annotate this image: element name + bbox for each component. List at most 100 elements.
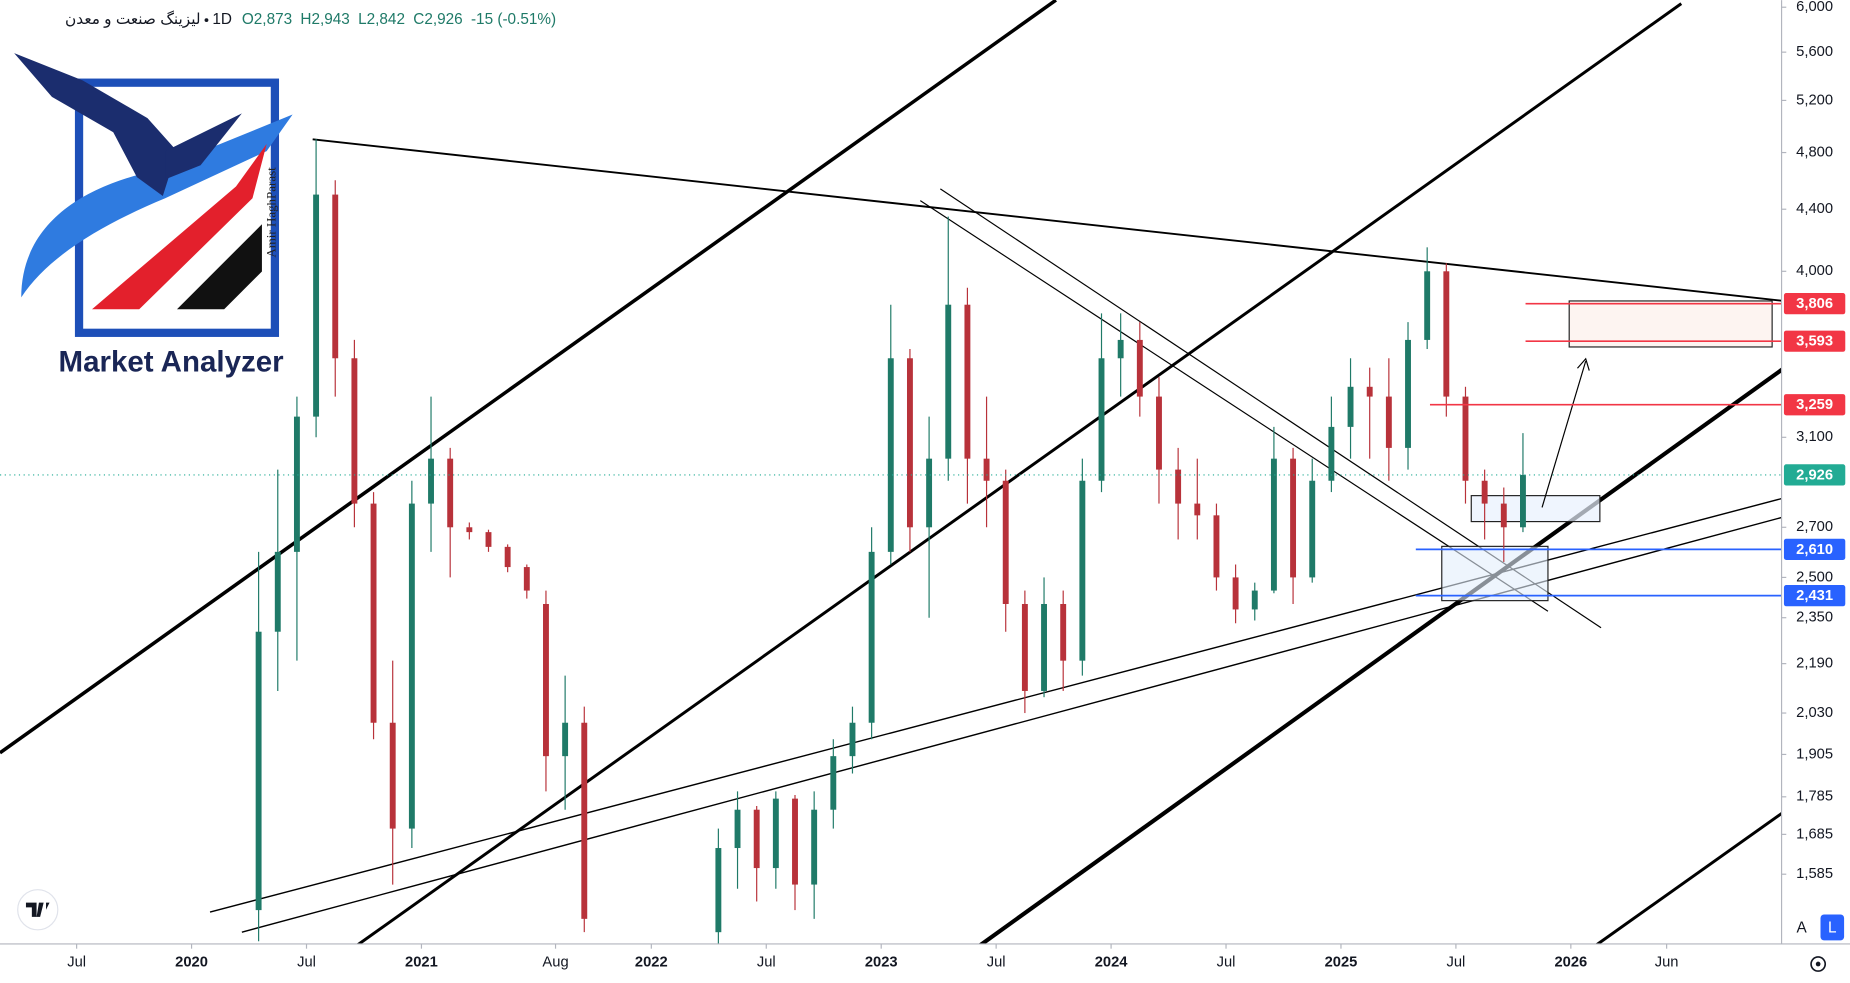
- legend-value: O2,873: [242, 11, 292, 28]
- candle-body: [274, 551, 281, 632]
- trend-line: [0, 0, 1057, 755]
- candle-body: [389, 722, 396, 829]
- candle-body: [1309, 480, 1316, 578]
- scale-button-label[interactable]: L: [1828, 920, 1837, 937]
- candle-body: [983, 458, 990, 481]
- y-tick-label: 4,800: [1796, 144, 1833, 160]
- price-label: 3,593: [1796, 334, 1833, 350]
- price-label: 2,610: [1796, 542, 1833, 558]
- x-tick-label: Jul: [297, 955, 316, 971]
- settings-button[interactable]: [1810, 956, 1827, 972]
- candle-body: [964, 304, 971, 459]
- candle-body: [792, 798, 798, 885]
- legend-value: C2,926: [413, 11, 462, 28]
- candle-body: [255, 631, 262, 911]
- candle-body: [1002, 480, 1009, 604]
- scale-button[interactable]: [1789, 914, 1814, 941]
- legend-value: L2,842: [358, 11, 405, 28]
- candle-body: [1366, 386, 1373, 397]
- candle-body: [1481, 480, 1488, 504]
- scale-button-label[interactable]: A: [1797, 920, 1808, 937]
- x-axis: Jul 2020 Jul 2021 Aug 2022 Jul 2023 Jul 2024 Jul 20…: [67, 943, 1679, 971]
- candle-body: [581, 722, 588, 919]
- x-tick-label: Jul: [987, 955, 1006, 971]
- candle-body: [868, 551, 875, 723]
- candle-body: [945, 304, 952, 459]
- candle-body: [1251, 590, 1258, 610]
- scale-button[interactable]: [1820, 914, 1845, 941]
- candle-body: [906, 358, 913, 528]
- x-tick-label: Jul: [757, 955, 776, 971]
- drawings: [0, 0, 1786, 950]
- logo-swoosh: [21, 114, 293, 298]
- y-tick-label: 1,685: [1796, 826, 1833, 842]
- candle-body: [428, 458, 434, 504]
- candle-body: [485, 532, 492, 547]
- y-tick-label: 1,585: [1796, 866, 1833, 882]
- candle-body: [313, 194, 320, 417]
- logo-button[interactable]: [17, 889, 59, 931]
- candle-body: [504, 546, 511, 568]
- logo-author: Amir HaghParast: [264, 167, 279, 258]
- x-tick-label: Jul: [67, 955, 86, 971]
- x-tick-label: 2021: [405, 955, 438, 971]
- x-tick-label: Jun: [1655, 955, 1679, 971]
- candle-body: [1232, 577, 1239, 610]
- price-label-box: [1783, 585, 1846, 607]
- price-labels: 3,806 3,593 3,259 2,926 2,610 2,431: [1783, 293, 1846, 607]
- x-tick-label: Jul: [1446, 955, 1465, 971]
- y-tick-label: 1,785: [1796, 789, 1833, 805]
- trend-line: [312, 138, 1785, 302]
- target-box: [1568, 300, 1773, 348]
- candle-body: [351, 358, 358, 504]
- candle-body: [1136, 339, 1143, 397]
- candle-body: [715, 848, 722, 933]
- y-tick-label: 6,000: [1796, 0, 1833, 15]
- trend-line: [975, 366, 1786, 950]
- candle-body: [408, 503, 415, 829]
- candle-body: [1194, 503, 1201, 516]
- x-tick-label: 2023: [865, 955, 898, 971]
- time-axis: [0, 943, 1850, 983]
- candle-body: [1021, 603, 1028, 691]
- candle-body: [734, 809, 741, 849]
- trend-line: [353, 2, 1683, 949]
- candle-body: [332, 194, 339, 359]
- price-label: 2,926: [1796, 467, 1833, 483]
- x-tick-label: 2025: [1325, 955, 1358, 971]
- price-label-box: [1783, 293, 1846, 315]
- trend-line: [919, 200, 1549, 612]
- logo-wing: [14, 53, 177, 196]
- ohlc-legend: O2,873 H2,943 L2,842 C2,926 -15 (-0.51%): [242, 11, 556, 28]
- candle-body: [1098, 358, 1105, 481]
- x-tick-label: 2022: [635, 955, 668, 971]
- candle-body: [753, 809, 760, 869]
- candles: [255, 139, 1526, 946]
- zone-box: [1470, 495, 1601, 523]
- candle-body: [1041, 603, 1047, 691]
- x-tick-label: Aug: [542, 955, 568, 971]
- price-label: 3,259: [1796, 397, 1833, 413]
- y-tick-label: 4,400: [1796, 201, 1833, 217]
- y-tick-label: 2,190: [1796, 656, 1833, 672]
- candle-body: [1424, 271, 1431, 340]
- price-label-box: [1783, 538, 1846, 560]
- candle-body: [1328, 426, 1335, 481]
- price-label: 3,806: [1796, 296, 1833, 312]
- candle-body: [293, 416, 300, 552]
- y-tick-label: 4,000: [1796, 263, 1833, 279]
- header: لیزینگ صنعت و معدن 1D: [65, 10, 232, 28]
- candle-body: [849, 722, 856, 757]
- y-tick-label: 2,500: [1796, 569, 1833, 585]
- tradingview-logo[interactable]: [17, 889, 59, 931]
- candle-body: [1213, 515, 1220, 578]
- price-lines: [0, 302, 1782, 597]
- logo-name: Market Analyzer: [59, 345, 285, 378]
- arrow: [1541, 360, 1587, 508]
- candle-body: [1405, 339, 1411, 448]
- logo-stripe: [176, 224, 262, 310]
- candle-body: [1290, 458, 1297, 578]
- symbol: لیزینگ صنعت و معدن: [65, 10, 201, 28]
